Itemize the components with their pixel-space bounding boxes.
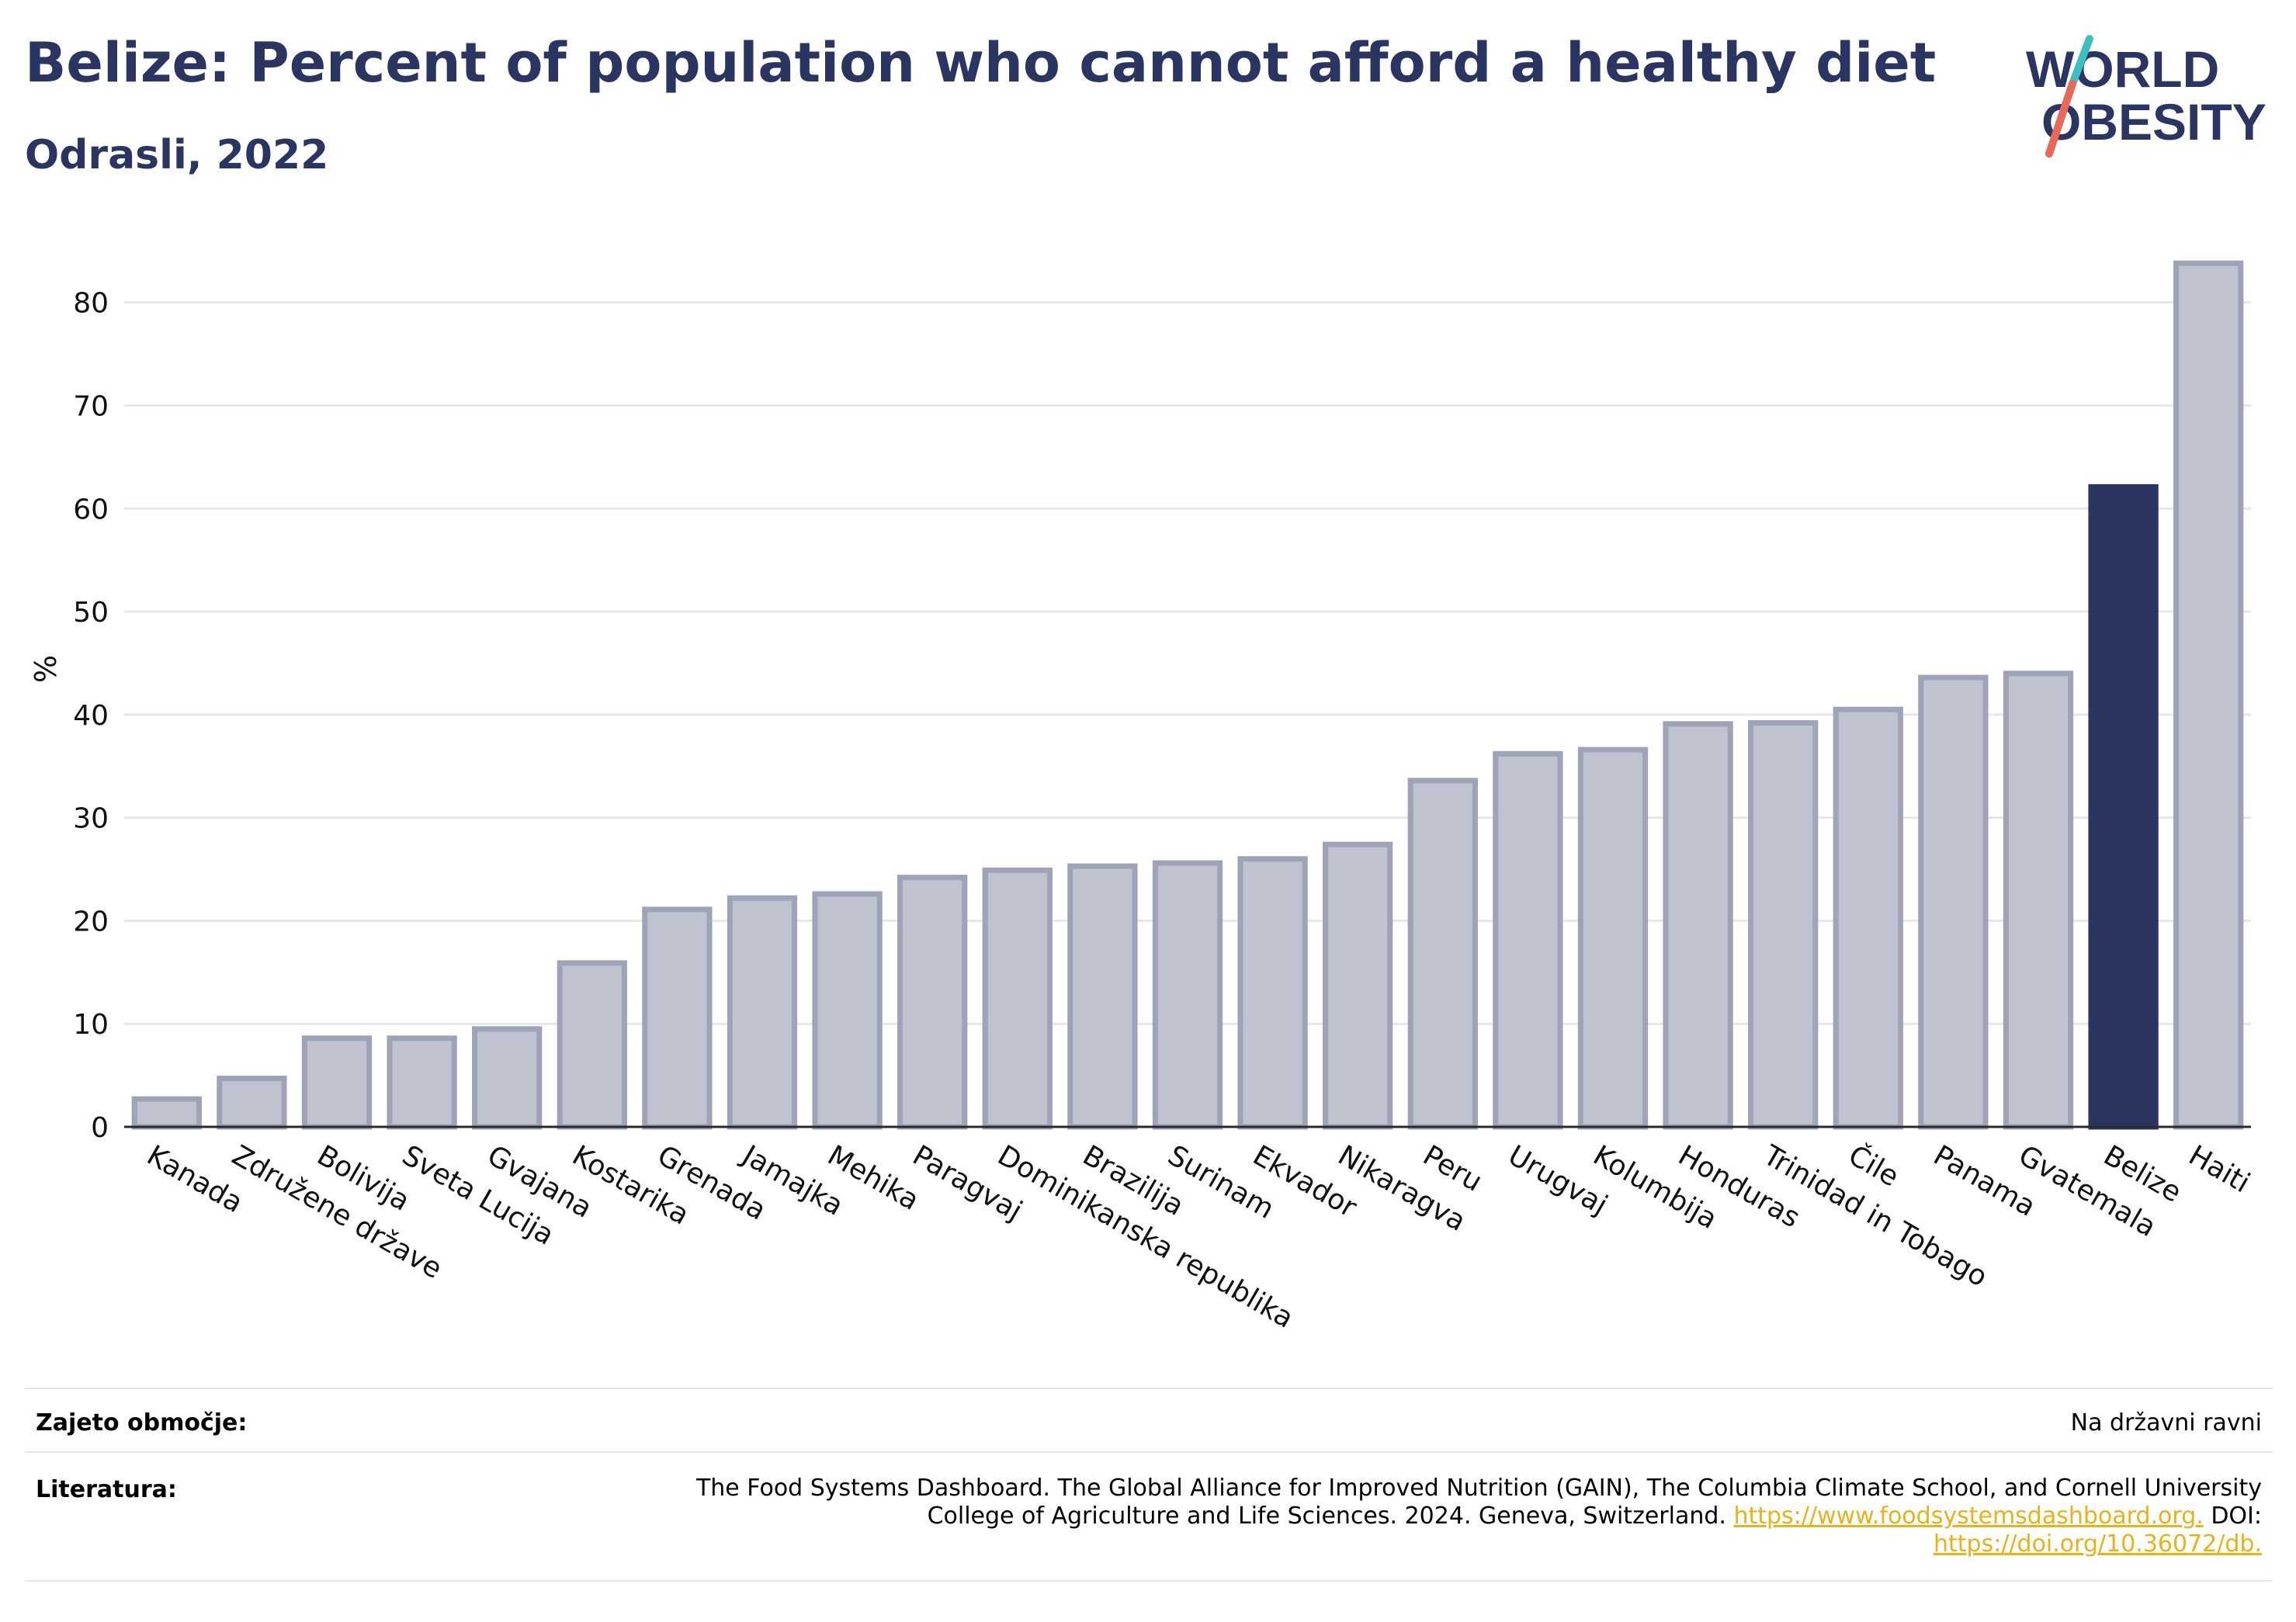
y-tick-label: 20 <box>73 906 109 938</box>
bar <box>217 1076 287 1130</box>
chart-title: Belize: Percent of population who cannot… <box>25 31 1937 95</box>
source-text-3: DOI: <box>2203 1502 2262 1530</box>
footer-divider-middle <box>25 1451 2273 1453</box>
bar <box>982 867 1053 1130</box>
bar <box>387 1035 457 1130</box>
bar <box>1407 778 1478 1130</box>
chart-subtitle: Odrasli, 2022 <box>25 132 329 178</box>
logo-slash-coral <box>2045 80 2076 158</box>
bar <box>1493 750 1563 1130</box>
bar <box>2003 671 2074 1130</box>
bar <box>131 1096 202 1130</box>
x-tick-label: Haiti <box>2183 1139 2256 1199</box>
bar <box>1152 860 1223 1130</box>
bar <box>812 891 883 1130</box>
doi-link[interactable]: https://doi.org/10.36072/db. <box>1934 1530 2262 1558</box>
source-text-2: College of Agriculture and Life Sciences… <box>927 1502 1734 1530</box>
bar <box>1067 863 1138 1130</box>
bar <box>2173 260 2244 1130</box>
bar <box>642 906 713 1130</box>
bar <box>1237 856 1308 1130</box>
y-tick-label: 50 <box>73 597 109 629</box>
y-axis-label: % <box>29 655 63 683</box>
bar <box>1748 719 1819 1130</box>
bars <box>131 260 2244 1130</box>
bar <box>472 1026 543 1130</box>
x-tick-label: Kanada <box>141 1139 248 1219</box>
source-text-line-2: College of Agriculture and Life Sciences… <box>477 1502 2262 1530</box>
bar <box>2088 483 2159 1130</box>
y-tick-label: 60 <box>73 494 109 525</box>
bar <box>557 960 627 1130</box>
y-tick-label: 40 <box>73 700 109 732</box>
y-tick-label: 10 <box>73 1009 109 1041</box>
logo-line-2: OBESITY <box>2041 93 2267 151</box>
y-tick-label: 0 <box>91 1112 109 1144</box>
dashboard-link[interactable]: https://www.foodsystemsdashboard.org. <box>1733 1502 2204 1530</box>
source-text-line-1: The Food Systems Dashboard. The Global A… <box>695 1475 2262 1502</box>
bar <box>897 875 968 1130</box>
footer-divider-bottom <box>25 1580 2273 1582</box>
coverage-label: Zajeto območje: <box>36 1409 248 1437</box>
footer-divider-top <box>25 1388 2273 1389</box>
bar <box>301 1035 373 1130</box>
bar <box>1323 841 1393 1130</box>
logo-slash-teal <box>2069 35 2093 88</box>
bar <box>727 895 798 1130</box>
source-label: Literatura: <box>36 1476 177 1503</box>
bar <box>1577 747 1649 1130</box>
bar <box>1918 674 1989 1130</box>
y-tick-label: 80 <box>73 288 109 320</box>
bar <box>1833 706 1903 1130</box>
y-tick-label: 70 <box>73 390 109 422</box>
logo-line-1: WORLD <box>2026 40 2219 98</box>
coverage-value: Na državni ravni <box>2070 1409 2262 1437</box>
world-obesity-logo: WORLD OBESITY <box>2026 35 2267 158</box>
bar <box>1663 721 1733 1130</box>
source-citation: The Food Systems Dashboard. The Global A… <box>477 1475 2262 1558</box>
y-tick-label: 30 <box>73 803 109 835</box>
